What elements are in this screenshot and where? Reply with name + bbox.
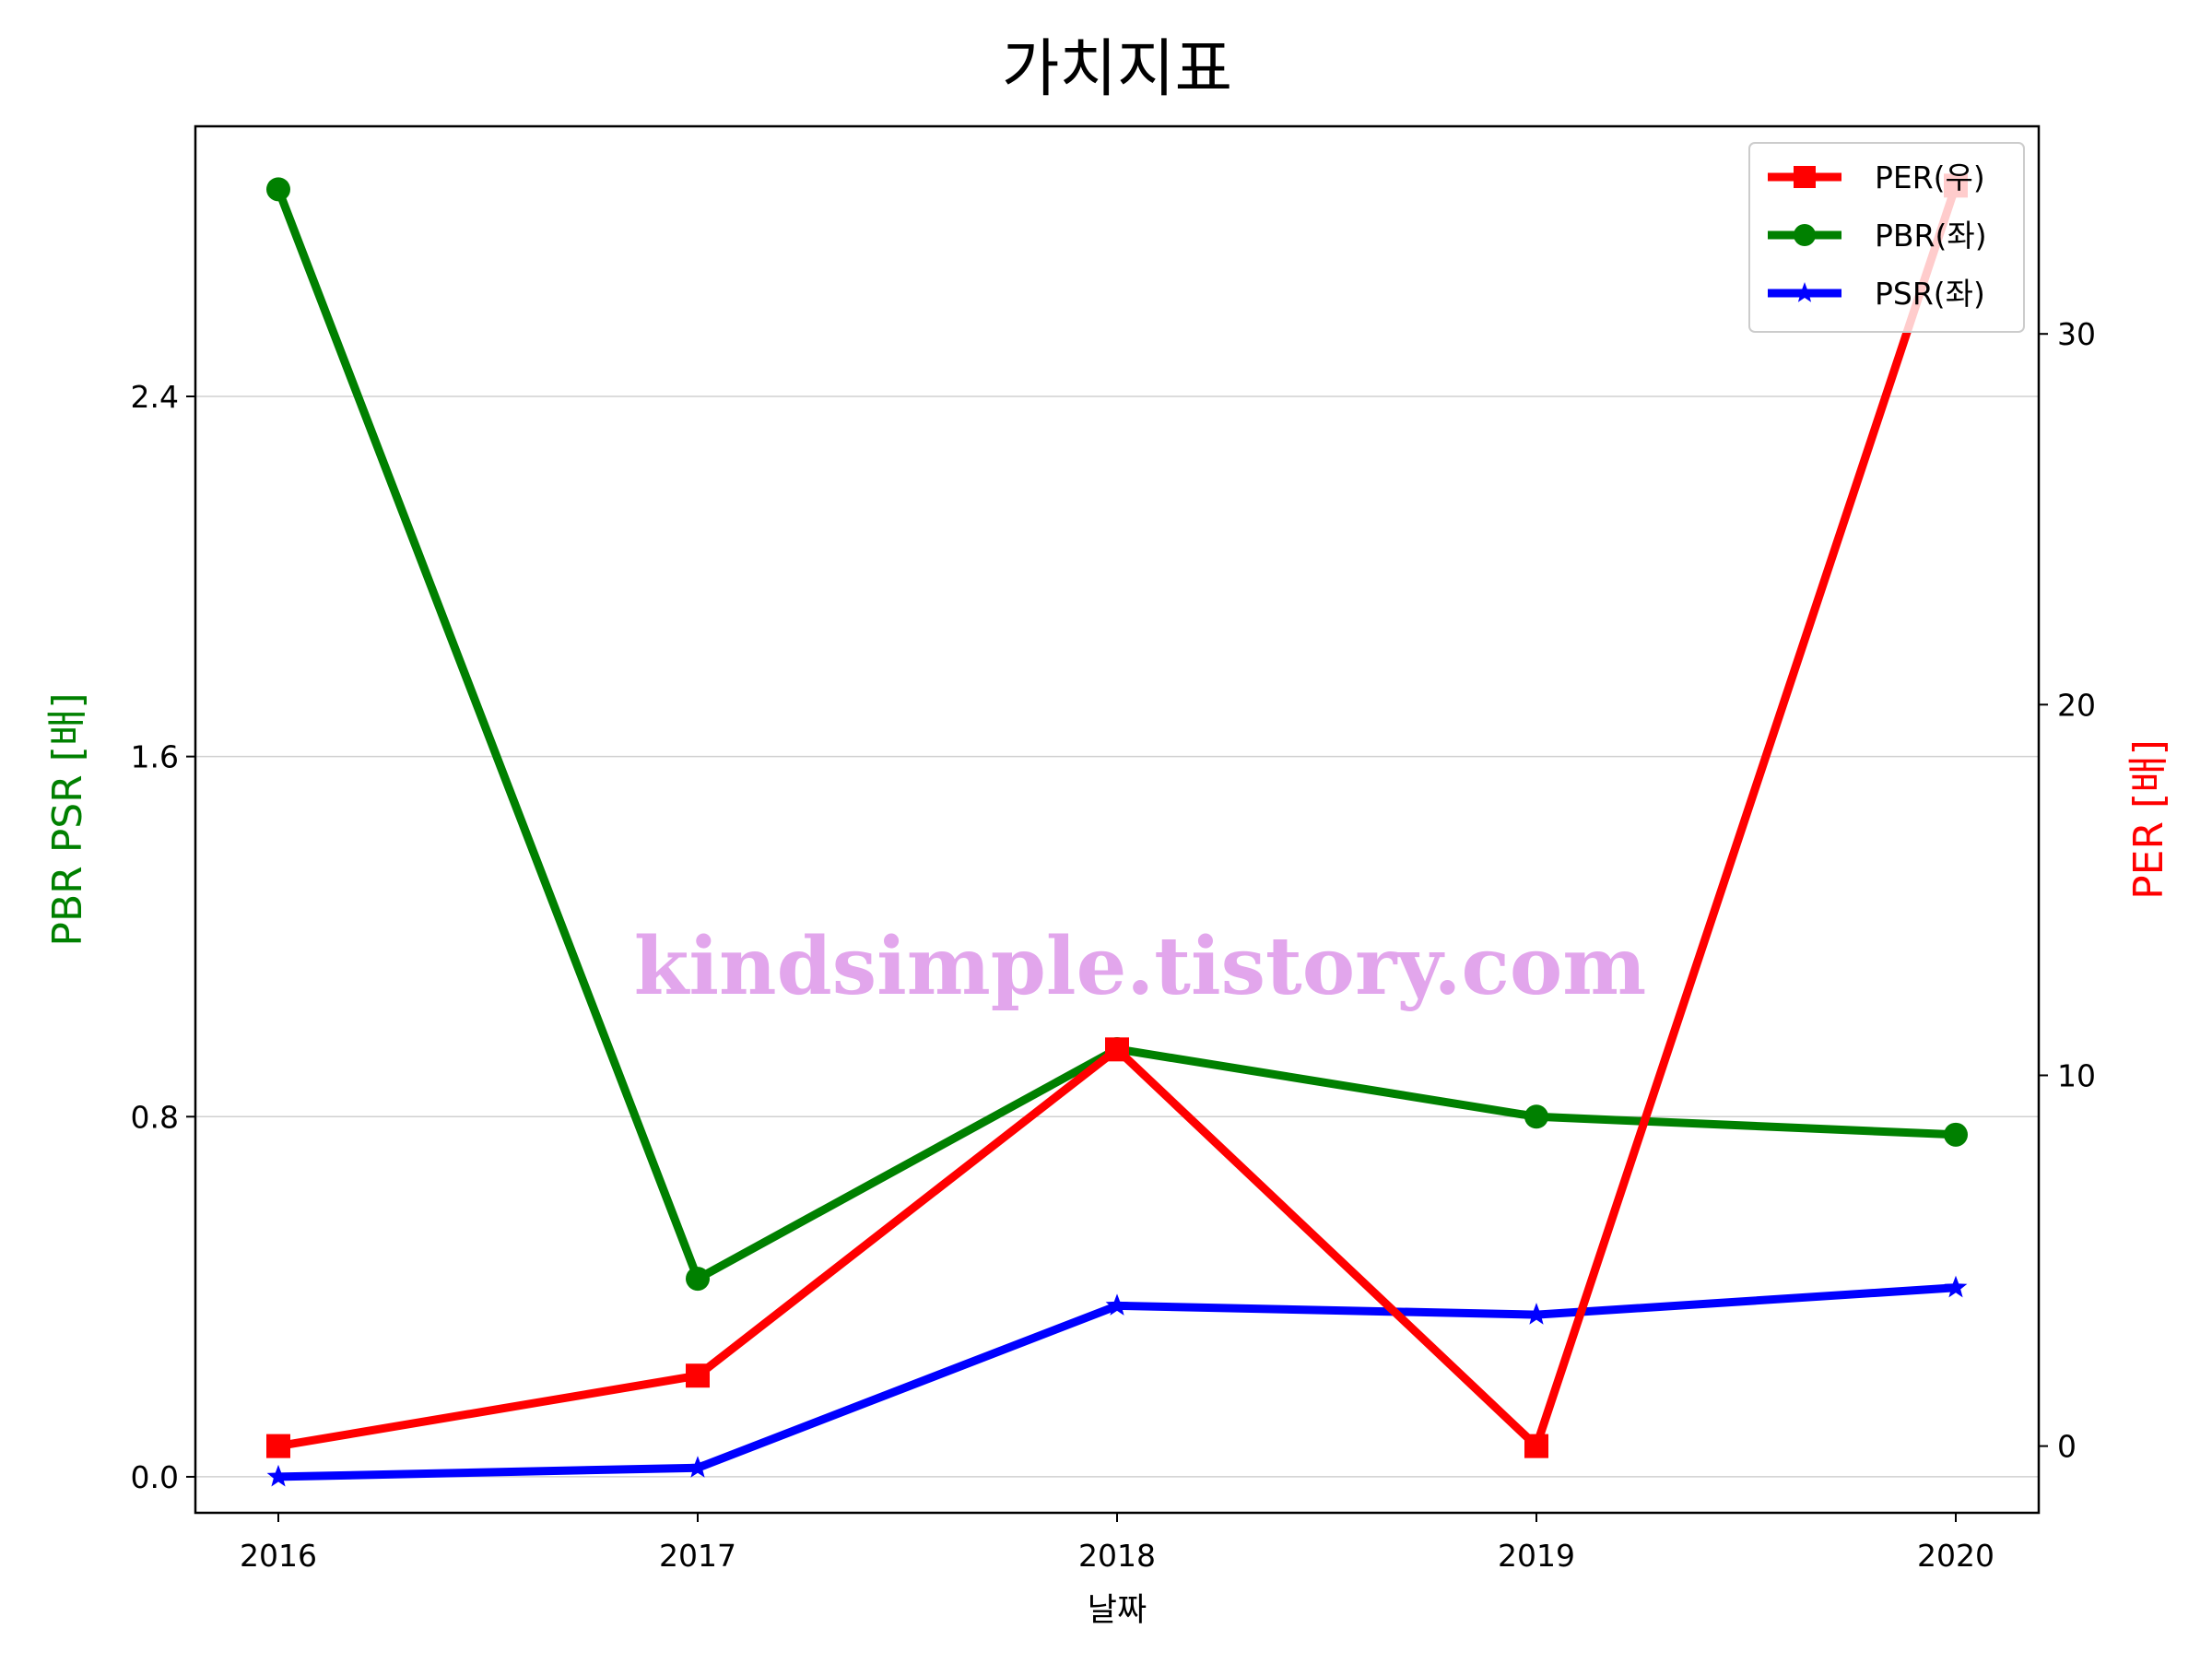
legend-label-PBR(좌): PBR(좌) (1875, 218, 1987, 254)
legend-frame (1748, 142, 2025, 333)
x-tick-label-2016: 2016 (240, 1538, 317, 1574)
data-point-PSR(좌)-2019 (1524, 1303, 1548, 1325)
y-axis-right-label: PER [배] (2125, 739, 2172, 900)
x-tick-label-2018: 2018 (1078, 1538, 1156, 1574)
watermark-text: kindsimple.tistory.com (634, 920, 1646, 1013)
y-left-tick-label-1.6: 1.6 (131, 739, 179, 775)
y-left-tick-label-0.8: 0.8 (131, 1099, 179, 1135)
legend-items: PER(우) PBR(좌) PSR(좌) (1768, 159, 1987, 312)
legend-label-PSR(좌): PSR(좌) (1875, 276, 1985, 312)
data-point-PBR(좌)-2019 (1524, 1104, 1548, 1129)
x-axis-label: 날짜 (1088, 1592, 1147, 1629)
legend-marker-PSR(좌) (1794, 282, 1816, 302)
data-point-PBR(좌)-2017 (686, 1267, 710, 1292)
data-point-PSR(좌)-2017 (686, 1456, 710, 1478)
legend: PER(우) PBR(좌) PSR(좌) (1748, 142, 2025, 333)
data-point-PBR(좌)-2020 (1944, 1122, 1968, 1147)
y-right-tick-label-20: 20 (2057, 687, 2096, 723)
data-point-PER(우)-2018 (1105, 1037, 1129, 1062)
y-axis-left-label: PBR PSR [배] (44, 692, 91, 946)
grid-layer (195, 395, 2039, 1478)
chart-title: 가치지표 (1002, 33, 1232, 106)
series-layer (266, 173, 1968, 1487)
series-PSR(좌) (266, 1275, 1968, 1487)
y-right-tick-label-0: 0 (2057, 1429, 2077, 1465)
data-point-PSR(좌)-2018 (1105, 1293, 1129, 1316)
data-point-PBR(좌)-2016 (266, 177, 290, 202)
data-point-PER(우)-2016 (266, 1434, 290, 1458)
x-tick-label-2020: 2020 (1917, 1538, 1994, 1574)
x-tick-label-2019: 2019 (1498, 1538, 1575, 1574)
y-left-tick-label-0.0: 0.0 (131, 1459, 179, 1495)
x-tick-label-2017: 2017 (659, 1538, 736, 1574)
legend-label-PER(우): PER(우) (1875, 159, 1985, 195)
legend-marker-PER(우) (1794, 166, 1816, 188)
data-point-PER(우)-2017 (686, 1363, 710, 1388)
legend-item-PER(우): PER(우) (1768, 159, 1985, 195)
legend-item-PSR(좌): PSR(좌) (1768, 276, 1985, 312)
data-point-PER(우)-2019 (1524, 1434, 1548, 1458)
legend-marker-PBR(좌) (1794, 224, 1816, 246)
y-right-tick-label-10: 10 (2057, 1057, 2096, 1093)
y-left-tick-label-2.4: 2.4 (131, 379, 179, 415)
legend-item-PBR(좌): PBR(좌) (1768, 218, 1987, 254)
series-PER(우) (266, 173, 1968, 1458)
axis-layer: 0.0 0.8 1.6 2.4 0 10 20 30 2016 2017 2018 2019 2020 (131, 316, 2096, 1574)
y-right-tick-label-30: 30 (2057, 316, 2096, 352)
data-point-PSR(좌)-2016 (266, 1464, 290, 1487)
data-point-PSR(좌)-2020 (1944, 1275, 1968, 1298)
